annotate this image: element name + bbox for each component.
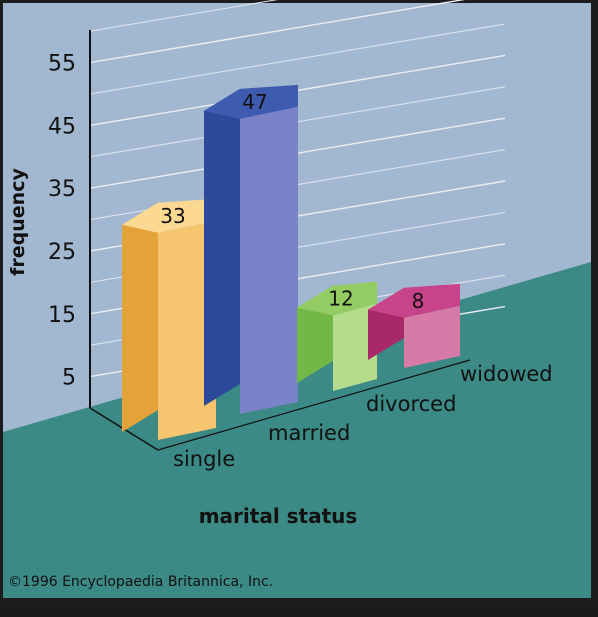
y-tick-label: 15 <box>48 303 76 328</box>
bar-top-face <box>122 198 216 233</box>
y-tick-label: 25 <box>48 240 76 265</box>
x-tick-label: divorced <box>366 392 456 416</box>
grid-line <box>89 0 466 64</box>
copyright-text: ©1996 Encyclopaedia Britannica, Inc. <box>8 574 273 590</box>
x-tick-label: single <box>173 447 235 471</box>
y-axis-title: frequency <box>7 168 29 276</box>
bar-front-face <box>333 303 377 391</box>
bar-value-label: 12 <box>328 287 353 311</box>
bar-top-face <box>297 281 377 316</box>
bar-value-label: 8 <box>412 289 425 313</box>
bar-top-face <box>368 283 460 318</box>
bar-divorced: 12 <box>297 281 377 391</box>
x-axis-title: marital status <box>199 504 358 528</box>
y-tick-label: 55 <box>48 52 76 77</box>
bar-top-face <box>204 84 298 119</box>
bar-front-face <box>240 106 298 414</box>
x-tick-label: married <box>268 421 350 445</box>
grid-line-minor <box>89 0 278 32</box>
bar-front-face <box>158 220 216 440</box>
bar-value-label: 47 <box>242 90 267 114</box>
bar-side-face <box>122 202 158 432</box>
bar-value-label: 33 <box>160 204 185 228</box>
bar-side-face <box>204 88 240 406</box>
y-tick-label: 45 <box>48 114 76 139</box>
x-tick-label: widowed <box>460 362 553 386</box>
bar-front-face <box>404 305 460 368</box>
y-tick-labels: 5 15 25 35 45 55 <box>48 52 76 391</box>
bar-widowed: 8 <box>368 283 460 368</box>
y-tick-label: 35 <box>48 177 76 202</box>
floor-edge-front <box>157 359 471 451</box>
y-tick-label: 5 <box>62 366 76 391</box>
grid-line-minor <box>89 23 506 95</box>
bars: 33 47 12 8 <box>122 84 460 440</box>
bar-single: 33 <box>122 198 216 440</box>
bar-married: 47 <box>204 84 298 414</box>
